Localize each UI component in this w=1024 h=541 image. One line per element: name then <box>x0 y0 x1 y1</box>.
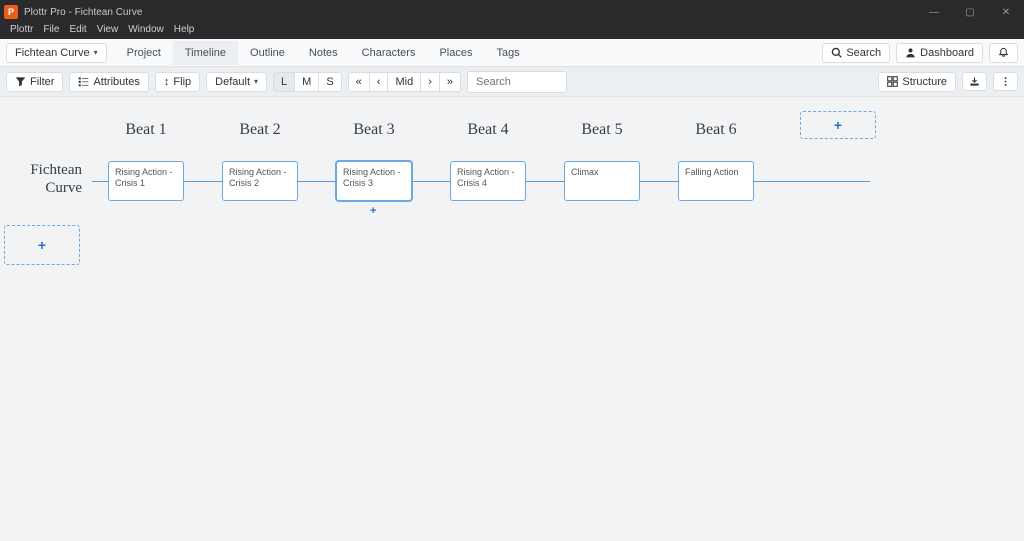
beat-header[interactable]: Beat 2 <box>203 121 317 139</box>
attributes-label: Attributes <box>93 76 139 88</box>
tab-characters[interactable]: Characters <box>350 41 428 65</box>
beat-card[interactable]: Rising Action - Crisis 2 <box>222 161 298 201</box>
export-button[interactable] <box>962 72 987 91</box>
dashboard-button-label: Dashboard <box>920 47 974 59</box>
row-label: Fichtean Curve <box>0 161 92 197</box>
beat-header[interactable]: Beat 5 <box>545 121 659 139</box>
flip-icon: ↕ <box>164 76 170 88</box>
dashboard-button[interactable]: Dashboard <box>896 43 983 63</box>
beat-card[interactable]: Rising Action - Crisis 4 <box>450 161 526 201</box>
size-s[interactable]: S <box>318 72 341 92</box>
window-titlebar: P Plottr Pro - Fichtean Curve — ▢ ✕ <box>0 0 1024 24</box>
tab-outline[interactable]: Outline <box>238 41 297 65</box>
menu-window[interactable]: Window <box>128 24 164 35</box>
kebab-icon <box>1000 76 1011 87</box>
flip-button[interactable]: ↕ Flip <box>155 72 200 92</box>
nav-last[interactable]: » <box>439 72 461 92</box>
nav-next[interactable]: › <box>420 72 440 92</box>
filter-icon <box>15 76 26 87</box>
tab-places[interactable]: Places <box>427 41 484 65</box>
size-segment: L M S <box>273 72 342 92</box>
window-close[interactable]: ✕ <box>988 0 1024 24</box>
tab-notes[interactable]: Notes <box>297 41 350 65</box>
notifications-button[interactable] <box>989 43 1018 63</box>
add-beat-button[interactable]: + <box>800 111 876 139</box>
beat-header[interactable]: Beat 1 <box>89 121 203 139</box>
menu-bar: Plottr File Edit View Window Help <box>4 24 200 39</box>
nav-mid[interactable]: Mid <box>387 72 421 92</box>
filter-label: Filter <box>30 76 54 88</box>
tab-project[interactable]: Project <box>115 41 173 65</box>
add-card-below[interactable]: + <box>370 205 376 217</box>
nav-tabs: Project Timeline Outline Notes Character… <box>115 41 532 65</box>
search-button-label: Search <box>846 47 881 59</box>
project-select-label: Fichtean Curve <box>15 47 90 59</box>
window-maximize[interactable]: ▢ <box>952 0 988 24</box>
menu-file[interactable]: File <box>43 24 59 35</box>
caret-down-icon: ▾ <box>94 48 98 57</box>
default-select[interactable]: Default ▾ <box>206 72 267 92</box>
nav-prev[interactable]: ‹ <box>369 72 389 92</box>
nav-first[interactable]: « <box>348 72 370 92</box>
timeline-canvas: Fichtean Curve + Beat 1 Rising Action - C… <box>0 97 1024 541</box>
project-select[interactable]: Fichtean Curve ▾ <box>6 43 107 63</box>
grid-icon <box>887 76 898 87</box>
menu-plottr[interactable]: Plottr <box>10 24 33 35</box>
menu-view[interactable]: View <box>97 24 119 35</box>
toolbar: Filter Attributes ↕ Flip Default ▾ L M S… <box>0 67 1024 97</box>
default-label: Default <box>215 76 250 88</box>
menu-help[interactable]: Help <box>174 24 195 35</box>
search-icon <box>831 47 842 58</box>
more-button[interactable] <box>993 72 1018 91</box>
beat-header[interactable]: Beat 4 <box>431 121 545 139</box>
add-row-button[interactable]: + <box>4 225 80 265</box>
app-icon: P <box>4 5 18 19</box>
beat-header[interactable]: Beat 3 <box>317 121 431 139</box>
search-input[interactable] <box>467 71 567 93</box>
menu-edit[interactable]: Edit <box>69 24 86 35</box>
export-icon <box>969 76 980 87</box>
structure-button[interactable]: Structure <box>878 72 956 92</box>
beat-card[interactable]: Rising Action - Crisis 1 <box>108 161 184 201</box>
beat-header[interactable]: Beat 6 <box>659 121 773 139</box>
bell-icon <box>998 47 1009 58</box>
flip-label: Flip <box>173 76 191 88</box>
beat-card[interactable]: Falling Action <box>678 161 754 201</box>
tab-timeline[interactable]: Timeline <box>173 41 238 65</box>
beat-card[interactable]: Climax <box>564 161 640 201</box>
structure-label: Structure <box>902 76 947 88</box>
attributes-button[interactable]: Attributes <box>69 72 148 92</box>
size-m[interactable]: M <box>294 72 319 92</box>
tab-tags[interactable]: Tags <box>484 41 531 65</box>
beat-card[interactable]: Rising Action - Crisis 3 <box>336 161 412 201</box>
nav-segment: « ‹ Mid › » <box>348 72 461 92</box>
size-l[interactable]: L <box>273 72 295 92</box>
top-nav: Fichtean Curve ▾ Project Timeline Outlin… <box>0 39 1024 67</box>
list-icon <box>78 76 89 87</box>
window-controls: — ▢ ✕ <box>916 0 1024 24</box>
window-minimize[interactable]: — <box>916 0 952 24</box>
window-title: Plottr Pro - Fichtean Curve <box>24 7 142 18</box>
person-icon <box>905 47 916 58</box>
filter-button[interactable]: Filter <box>6 72 63 92</box>
search-button[interactable]: Search <box>822 43 890 63</box>
caret-down-icon: ▾ <box>254 77 258 86</box>
